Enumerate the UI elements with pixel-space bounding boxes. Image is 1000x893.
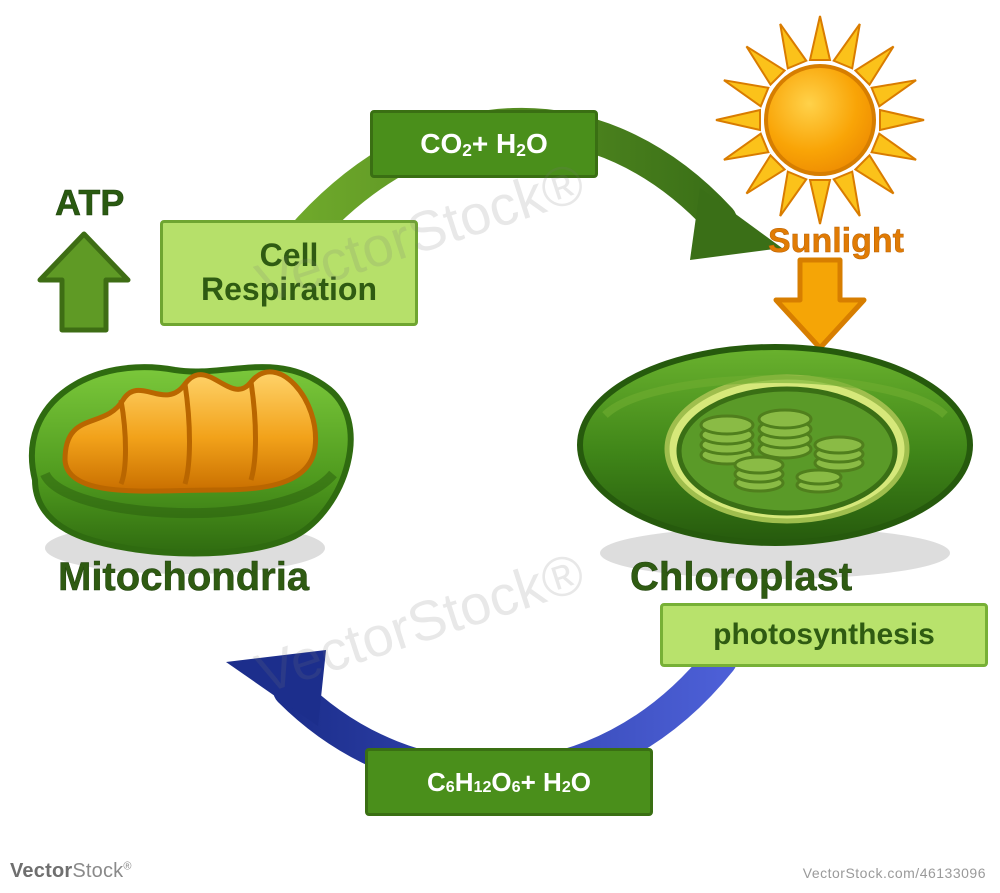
atp-label: ATP: [55, 182, 124, 224]
tag-glucose-h2o: C6H12O6 + H2O: [365, 748, 653, 816]
sunlight-arrow-icon: [776, 260, 864, 348]
tag-cell-respiration: Cell Respiration: [160, 220, 418, 326]
chloroplast-label: Chloroplast: [630, 555, 852, 600]
atp-arrow-icon: [40, 234, 128, 330]
footer-brand: VectorStock®: [10, 860, 132, 883]
chloroplast-icon: [580, 347, 970, 579]
diagram-stage: ATP Sunlight Mitochondria Chloroplast Ce…: [0, 0, 1000, 893]
mitochondria-icon: [32, 367, 351, 574]
tag-photosynthesis: photosynthesis: [660, 603, 988, 667]
tag-co2-h2o: CO2 + H2O: [370, 110, 598, 178]
tag-cell-respiration-text: Cell Respiration: [201, 239, 377, 306]
footer-id: VectorStock.com/46133096: [803, 865, 986, 881]
sunlight-label: Sunlight: [768, 222, 904, 261]
sun-icon: [716, 16, 924, 224]
mitochondria-label: Mitochondria: [58, 555, 309, 600]
